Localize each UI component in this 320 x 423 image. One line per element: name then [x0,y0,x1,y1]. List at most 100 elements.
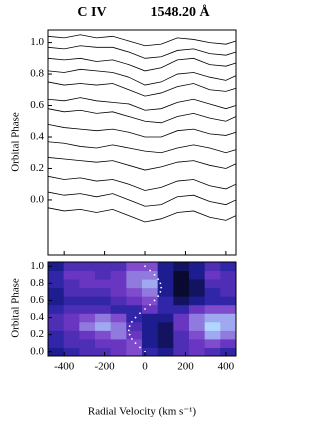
heatmap-cell [189,321,206,331]
heatmap-cell [63,296,80,306]
heatmap-cell [157,304,174,314]
heatmap-cell [126,347,143,357]
heatmap-cell [48,313,65,323]
heatmap-cell [157,296,174,306]
heatmap-cell [173,279,190,289]
heatmap-cell [110,287,127,297]
heatmap-cell [79,321,96,331]
heatmap-cell [220,313,237,323]
figure: C IV 1548.20 Å Orbital Phase Orbital Pha… [10,4,237,418]
heatmap-cell [126,338,143,348]
heatmap-cell [189,330,206,340]
heatmap-cell [220,347,237,357]
s-wave-dot [160,286,163,289]
heatmap-cell [110,296,127,306]
y-tick-label: 0.0 [30,345,44,357]
s-wave-dot [149,303,151,306]
plot-frame [47,261,237,357]
spectrum-line [47,157,237,171]
y-axis-label: Orbital Phase [10,278,22,338]
x-tick-label: 0 [142,361,148,373]
x-tick-label: 400 [218,361,235,373]
heatmap-cell [204,270,221,280]
y-tick-label: 0.6 [30,99,44,111]
y-axis-label: Orbital Phase [10,112,22,172]
spectrum-line [47,207,237,223]
s-wave-dot [134,342,137,345]
heatmap-cell [95,262,112,272]
heatmap-cell [63,330,80,340]
spectrum-line [47,68,237,86]
heatmap-cell [189,270,206,280]
y-tick-label: 1.0 [30,36,44,48]
heatmap-cell [157,347,174,357]
x-tick-label: 200 [177,361,194,373]
heatmap-cell [173,287,190,297]
heatmap-cell [126,313,143,323]
spectrum-line [47,108,237,124]
spectrum-line [47,34,237,47]
heatmap-cell [63,321,80,331]
y-tick-label: 0.4 [30,311,44,323]
heatmap-cell [173,262,190,272]
heatmap-cell [95,304,112,314]
s-wave-dot [134,316,137,319]
s-wave-dot [139,312,141,315]
heatmap-cell [204,304,221,314]
heatmap-cell [79,313,96,323]
spectrum-line [47,57,237,72]
heatmap-cell [189,313,206,323]
heatmap-cell [110,270,127,280]
heatmap-cell [79,304,96,314]
heatmap-cell [110,262,127,272]
heatmap-cell [173,321,190,331]
heatmap-cell [220,330,237,340]
heatmap-cell [142,287,159,297]
heatmap-cell [204,321,221,331]
heatmap-cell [204,347,221,357]
heatmap-cell [220,321,237,331]
x-tick-label: -400 [54,361,75,373]
heatmap-cell [142,279,159,289]
heatmap-cell [126,321,143,331]
y-tick-label: 1.0 [30,260,44,272]
heatmap-cell [157,330,174,340]
s-wave-dot [127,329,130,332]
s-wave-dot [159,291,162,293]
heatmap-cell [204,330,221,340]
y-tick-label: 0.8 [30,277,44,289]
heatmap-cell [189,338,206,348]
heatmap-cell [142,321,159,331]
heatmap-cell [48,279,65,289]
heatmap-cell [173,313,190,323]
heatmap-cell [204,338,221,348]
heatmap-cell [220,279,237,289]
x-tick-label: -200 [95,361,116,373]
heatmap-cell [110,338,127,348]
spectrum-line [47,191,237,207]
heatmap-cell [110,347,127,357]
heatmap-cell [142,262,159,272]
s-wave-dot [130,338,133,340]
heatmap-cell [48,304,65,314]
heatmap-cell [110,313,127,323]
heatmap-cell [220,338,237,348]
heatmap-cell [48,347,65,357]
heatmap-cell [63,262,80,272]
heatmap-cell [173,304,190,314]
heatmap-cell [95,330,112,340]
heatmap-cell [126,304,143,314]
spectrum-line [47,175,237,191]
heatmap-cell [95,313,112,323]
heatmap-cell [95,270,112,280]
heatmap-cell [142,313,159,323]
heatmap-cell [220,262,237,272]
heatmap-cell [48,262,65,272]
heatmap-cell [95,338,112,348]
heatmap-cell [126,330,143,340]
y-tick-label: 0.6 [30,294,44,306]
heatmap-cell [157,321,174,331]
heatmap-cell [189,347,206,357]
heatmap-cell [126,296,143,306]
spectrum-line [47,97,237,111]
